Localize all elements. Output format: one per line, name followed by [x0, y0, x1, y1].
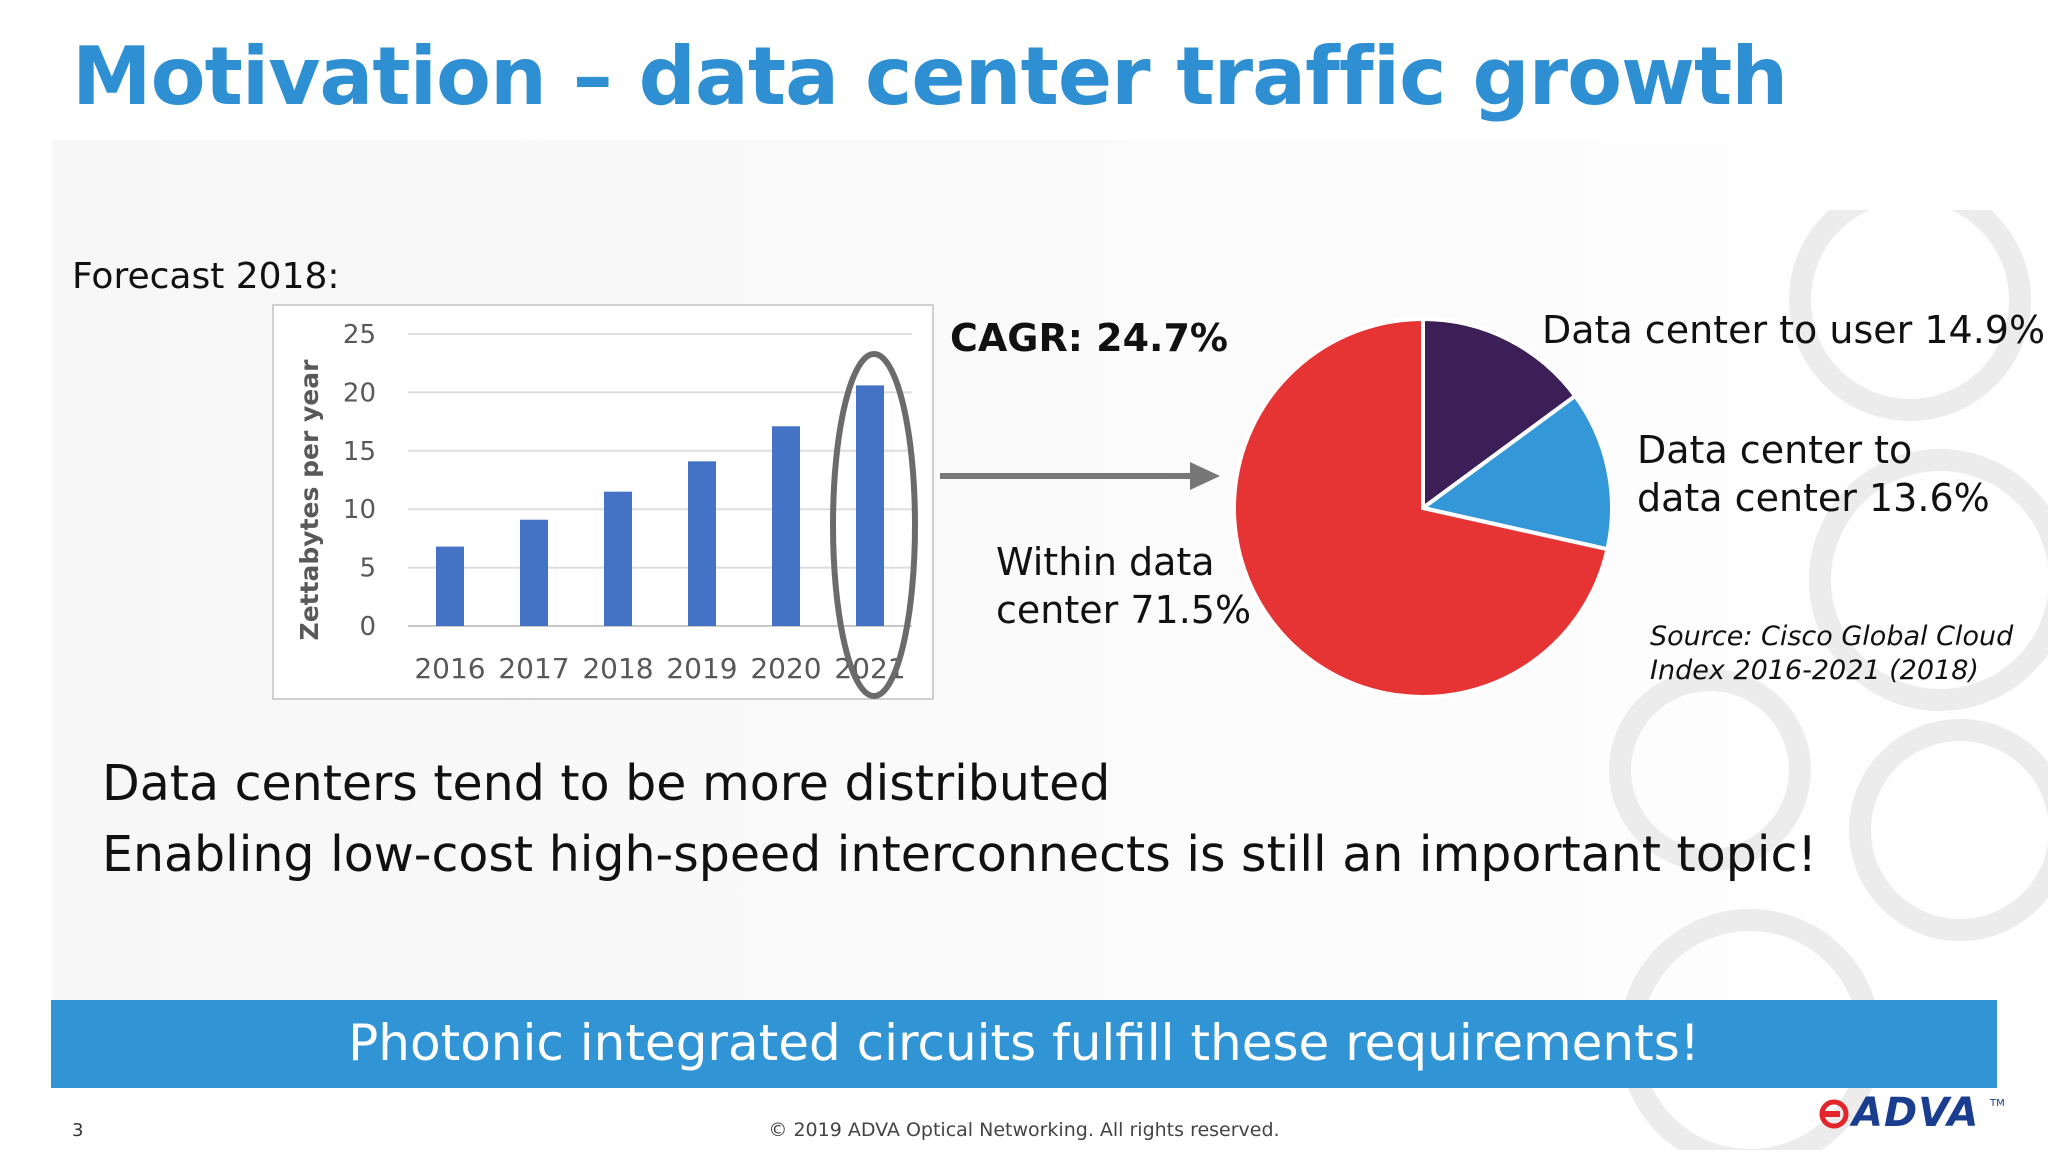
bar-2019	[688, 461, 716, 626]
pie-label-within-dc: Within data center 71.5%	[996, 538, 1251, 634]
source-line2: Index 2016-2021 (2018)	[1650, 655, 1979, 686]
arrow	[940, 462, 1220, 490]
bar-2021	[856, 385, 884, 626]
highlight-ellipse-2021	[830, 351, 918, 699]
y-axis-label: Zettabytes per year	[295, 359, 324, 641]
y-tick-label: 25	[343, 320, 376, 350]
body-text: Data centers tend to be more distributed…	[102, 748, 1817, 890]
pie-label-dc-to-dc: Data center to data center 13.6%	[1637, 426, 1990, 522]
y-tick-label: 15	[343, 437, 376, 467]
pie-slice-2	[1232, 316, 1610, 699]
x-tick-label: 2017	[498, 652, 569, 685]
cagr-label: CAGR: 24.7%	[950, 316, 1229, 360]
banner: Photonic integrated circuits fulfill the…	[51, 1000, 1997, 1088]
pie-label-dc-to-user: Data center to user 14.9%	[1542, 308, 2046, 352]
bar-2017	[520, 519, 548, 626]
forecast-label: Forecast 2018:	[72, 256, 340, 297]
bar-chart-frame	[272, 304, 934, 700]
x-tick-label: 2020	[750, 652, 821, 685]
y-tick-label: 10	[343, 495, 376, 525]
logo-text: ADVA	[1852, 1090, 1980, 1136]
body-line1: Data centers tend to be more distributed	[102, 755, 1111, 812]
y-tick-label: 20	[343, 378, 376, 408]
pie-label-dc-to-dc-line1: Data center to	[1637, 428, 1913, 472]
bar-2016	[436, 546, 464, 626]
pie-chart	[1232, 316, 1614, 699]
pie-slice-1	[1418, 393, 1614, 552]
x-tick-label: 2016	[414, 652, 485, 685]
source-line1: Source: Cisco Global Cloud	[1650, 621, 2014, 652]
adva-logo-icon	[1819, 1099, 1849, 1129]
page-number: 3	[72, 1120, 84, 1141]
pie-label-within-dc-line2: center 71.5%	[996, 588, 1252, 632]
pie-label-within-dc-line1: Within data	[996, 540, 1215, 584]
bar-2020	[772, 426, 800, 626]
copyright: © 2019 ADVA Optical Networking. All righ…	[768, 1119, 1280, 1141]
y-tick-label: 5	[359, 554, 376, 584]
body-line2: Enabling low-cost high-speed interconnec…	[102, 826, 1818, 883]
y-tick-label: 0	[359, 612, 376, 642]
bar-2018	[604, 491, 632, 626]
source-note: Source: Cisco Global Cloud Index 2016-20…	[1650, 620, 2013, 688]
slide-title: Motivation – data center traffic growth	[72, 30, 1788, 123]
pie-slice-0	[1421, 316, 1578, 512]
pie-label-dc-to-dc-line2: data center 13.6%	[1637, 476, 1990, 520]
x-tick-label: 2019	[666, 652, 737, 685]
logo-trademark: TM	[1990, 1098, 2005, 1109]
x-tick-label: 2018	[582, 652, 653, 685]
